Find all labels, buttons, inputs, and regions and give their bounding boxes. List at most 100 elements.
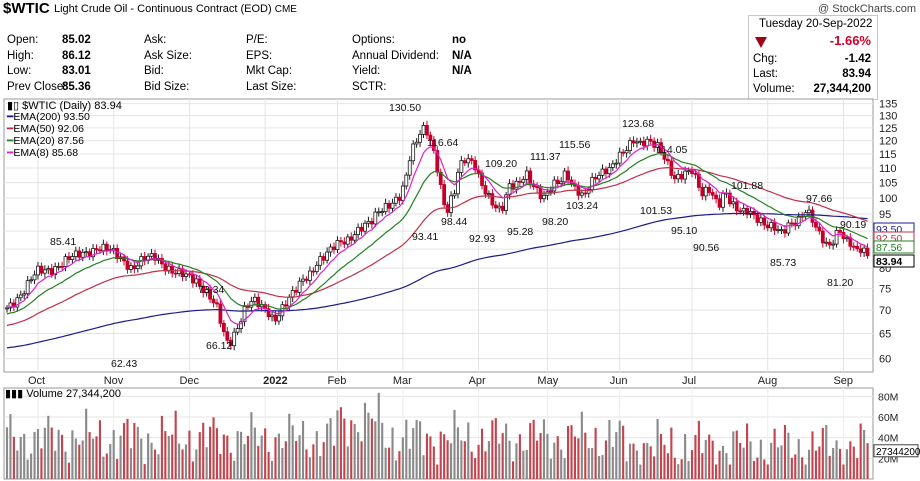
volume-bar — [419, 421, 422, 479]
quote-label: Ask Size: — [144, 49, 192, 62]
price-bar-body — [483, 185, 488, 195]
price-tick-label: 125 — [879, 123, 897, 135]
volume-bar — [215, 428, 219, 479]
price-bar-body — [383, 203, 388, 212]
price-bar-body — [745, 207, 749, 215]
volume-bar — [36, 429, 40, 479]
volume-bar — [491, 420, 494, 479]
price-bar-body — [98, 249, 102, 252]
quote-label: Low: — [7, 65, 32, 77]
price-annotation: 90.56 — [693, 242, 719, 254]
price-bar-body — [53, 266, 58, 276]
price-bar-body — [266, 308, 271, 318]
price-bar-body — [579, 192, 584, 196]
price-annotation: 123.68 — [622, 118, 654, 130]
volume-bar — [405, 419, 408, 479]
price-bar-body — [710, 192, 715, 196]
volume-bar — [181, 449, 184, 479]
volume-bar — [814, 450, 817, 479]
volume-bar — [549, 458, 552, 479]
volume-bar — [184, 444, 188, 479]
volume-bar — [116, 459, 119, 479]
volume-bar — [436, 464, 439, 479]
price-bar-body — [807, 209, 811, 214]
volume-bar — [277, 433, 281, 479]
volume-bar — [384, 447, 387, 479]
volume-bar — [188, 430, 191, 479]
chg-value: -1.42 — [844, 53, 871, 65]
price-bar-body — [135, 265, 140, 270]
price-annotation: 101.88 — [731, 180, 763, 192]
volume-bar — [167, 435, 170, 479]
volume-bar — [301, 420, 305, 479]
volume-bar — [704, 439, 707, 479]
volume-bar — [618, 420, 621, 479]
quote-value: 86.12 — [62, 49, 91, 62]
price-bar-body — [190, 274, 195, 284]
volume-bar — [663, 444, 666, 479]
volume-bar — [794, 454, 797, 479]
price-bar-body — [414, 141, 419, 145]
volume-bar — [315, 431, 318, 479]
price-bar-body — [25, 280, 30, 295]
volume-bar — [246, 435, 250, 479]
volume-bar — [164, 431, 167, 479]
volume-bar — [240, 431, 243, 479]
volume-bar — [773, 428, 776, 479]
price-bar-body — [194, 278, 199, 284]
volume-bar — [78, 444, 81, 479]
volume-bar — [47, 415, 50, 479]
volume-bar — [529, 423, 532, 479]
price-bar-body — [493, 204, 498, 209]
price-tick-label: 100 — [879, 193, 897, 205]
volume-bar — [570, 425, 573, 479]
price-bar-body — [707, 186, 712, 193]
quote-label: Last Size: — [246, 80, 297, 93]
volume-bar — [136, 426, 139, 479]
price-bar-body — [438, 171, 443, 185]
volume-bar — [295, 440, 298, 479]
volume-bar — [567, 426, 570, 479]
price-bar-body — [535, 186, 540, 189]
volume-bar — [12, 436, 15, 479]
volume-bar — [64, 451, 67, 479]
price-bar-body — [610, 163, 615, 168]
price-bar-body — [469, 158, 474, 161]
quote-label: EPS: — [246, 49, 273, 62]
volume-bar — [233, 460, 236, 479]
volume-bar — [505, 423, 508, 479]
volume-bar — [322, 442, 325, 479]
volume-bar — [628, 443, 632, 479]
volume-bar — [67, 462, 71, 479]
quote-label: Bid: — [144, 65, 164, 77]
volume-bar — [725, 453, 728, 479]
price-tick-label: 95 — [879, 209, 891, 221]
volume-bar — [539, 432, 542, 479]
price-tick-label: 105 — [879, 178, 897, 190]
volume-bar — [456, 427, 459, 479]
volume-bar — [807, 449, 811, 479]
legend-line-icon: ━ — [7, 147, 14, 159]
price-bar-body — [858, 248, 863, 253]
price-bar-body — [449, 195, 453, 213]
volume-bar — [728, 464, 731, 479]
price-bar-body — [521, 178, 526, 183]
legend-ema200-label: EMA(200) 93.50 — [13, 111, 90, 123]
quote-value: N/A — [452, 49, 472, 62]
price-tick-label: 65 — [879, 328, 891, 340]
volume-bar — [649, 446, 652, 479]
volume-bar — [739, 443, 742, 479]
volume-bar — [332, 445, 336, 479]
brand-watermark[interactable]: @ StockCharts.com — [818, 3, 916, 15]
volume-bar — [236, 431, 239, 479]
right-value-label: 83.94 — [876, 256, 902, 268]
price-bar-body — [356, 226, 361, 236]
volume-bar — [742, 447, 745, 479]
volume-bar — [26, 459, 29, 479]
volume-bar — [264, 428, 267, 479]
price-tick-label: 70 — [879, 305, 891, 317]
price-bar-body — [111, 247, 116, 251]
quote-label: High: — [7, 49, 34, 62]
price-bar-body — [586, 189, 591, 194]
